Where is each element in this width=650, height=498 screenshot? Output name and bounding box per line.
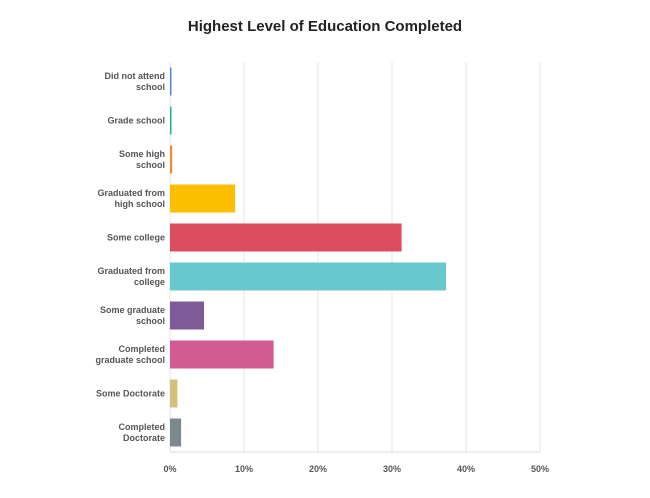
x-tick-label-20: 20%	[309, 464, 327, 474]
bar-9	[170, 379, 178, 408]
category-label-line: Doctorate	[123, 433, 165, 443]
category-label-line: school	[136, 82, 165, 92]
bar-3	[170, 145, 173, 174]
category-label-3: Some high school	[119, 149, 165, 170]
category-label-line: Graduated from	[97, 188, 165, 198]
category-label-8: Completed graduate school	[95, 344, 165, 365]
category-label-line: school	[136, 316, 165, 326]
category-label-1: Did not attend school	[105, 71, 166, 92]
bar-6	[170, 262, 447, 291]
x-tick-label-30: 30%	[383, 464, 401, 474]
category-label-line: Completed	[118, 422, 165, 432]
x-tick-label-50: 50%	[531, 464, 549, 474]
category-label-line: school	[136, 160, 165, 170]
chart-title: Highest Level of Education Completed	[187, 18, 463, 35]
category-label-line: Completed	[118, 344, 165, 354]
bar-8	[170, 340, 274, 369]
category-label-line: Did not attend	[105, 71, 166, 81]
category-label-line: Some graduate	[100, 305, 165, 315]
category-label-line: college	[134, 277, 165, 287]
bar-2	[170, 106, 172, 135]
bar-1	[170, 67, 172, 96]
bar-4	[170, 184, 236, 213]
x-tick-label-10: 10%	[235, 464, 253, 474]
category-label-line: Grade school	[107, 116, 165, 126]
category-label-line: Some high	[119, 149, 165, 159]
category-label-10: Completed Doctorate	[118, 422, 165, 443]
bar-7	[170, 301, 205, 330]
x-tick-label-0: 0%	[163, 464, 176, 474]
category-label-line: Some Doctorate	[96, 389, 165, 399]
category-label-line: Some college	[107, 233, 165, 243]
category-label-5: Some college	[107, 233, 165, 243]
bar-10	[170, 418, 182, 447]
bar-5	[170, 223, 402, 252]
category-label-line: graduate school	[95, 355, 165, 365]
category-label-6: Graduated from college	[97, 266, 165, 287]
x-tick-label-40: 40%	[457, 464, 475, 474]
category-label-4: Graduated from high school	[97, 188, 165, 209]
category-label-line: high school	[115, 199, 166, 209]
category-label-9: Some Doctorate	[96, 389, 165, 399]
category-label-7: Some graduate school	[100, 305, 165, 326]
category-label-line: Graduated from	[97, 266, 165, 276]
category-label-2: Grade school	[107, 116, 165, 126]
